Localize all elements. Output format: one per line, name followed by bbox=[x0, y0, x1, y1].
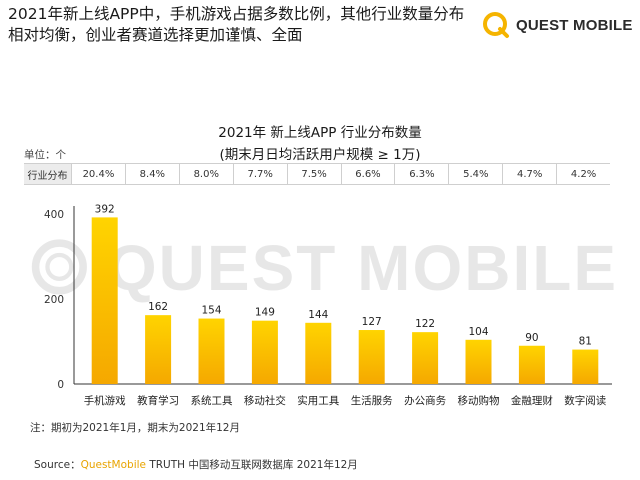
chart-title: 2021年 新上线APP 行业分布数量 bbox=[218, 125, 422, 141]
bar bbox=[305, 322, 332, 384]
unit-label: 单位：个 bbox=[24, 149, 66, 161]
bar-chart: 0 200 400 392 手机游戏 162 教育学习 154 系统工具 149 移动社交 144 实用… bbox=[44, 203, 612, 407]
headline: 2021年新上线APP中，手机游戏占据多数比例，其他行业数量分布相对均衡，创业者… bbox=[8, 5, 465, 44]
x-tick-label: 实用工具 bbox=[297, 394, 339, 407]
bar-value-label: 162 bbox=[148, 301, 168, 313]
source-text: TRUTH 中国移动互联网数据库 2021年12月 bbox=[146, 459, 358, 471]
industry-share-cell: 5.4% bbox=[449, 164, 504, 184]
industry-share-cell: 7.7% bbox=[234, 164, 288, 184]
industry-share-cell: 20.4% bbox=[72, 164, 126, 184]
bar bbox=[358, 330, 385, 384]
y-tick-label: 400 bbox=[44, 209, 64, 221]
y-tick-label: 0 bbox=[57, 379, 64, 391]
bar-value-label: 127 bbox=[362, 316, 382, 328]
bar bbox=[572, 349, 599, 384]
x-tick-label: 移动购物 bbox=[458, 394, 500, 407]
bar bbox=[251, 320, 278, 384]
x-tick-label: 生活服务 bbox=[351, 394, 393, 407]
x-tick-label: 数字阅读 bbox=[564, 394, 606, 407]
industry-share-cell: 8.4% bbox=[126, 164, 180, 184]
x-tick-label: 手机游戏 bbox=[84, 394, 126, 407]
industry-share-header: 行业分布 bbox=[24, 164, 72, 184]
bar bbox=[198, 318, 225, 384]
industry-share-cell: 8.0% bbox=[180, 164, 234, 184]
bar-value-label: 392 bbox=[95, 203, 115, 215]
industry-share-cell: 4.2% bbox=[570, 168, 597, 180]
brand-logo-text: QUEST MOBILE bbox=[516, 16, 633, 34]
industry-share-table: 行业分布 20.4% 8.4% 8.0% 7.7% 7.5% 6.6% 6.3%… bbox=[24, 163, 610, 185]
bar-value-label: 144 bbox=[308, 309, 328, 321]
bar-value-label: 104 bbox=[468, 326, 488, 338]
industry-share-cell: 7.5% bbox=[288, 164, 342, 184]
source-brand: QuestMobile bbox=[80, 459, 146, 471]
industry-share-cell: 4.7% bbox=[503, 164, 558, 184]
x-tick-label: 金融理财 bbox=[511, 394, 553, 407]
bar-value-label: 122 bbox=[415, 318, 435, 330]
bar bbox=[145, 315, 172, 384]
source-line: Source：QuestMobile TRUTH 中国移动互联网数据库 2021… bbox=[34, 457, 358, 472]
x-tick-label: 教育学习 bbox=[137, 394, 179, 407]
bar-value-label: 81 bbox=[579, 336, 592, 348]
footnote: 注：期初为2021年1月，期末为2021年12月 bbox=[30, 422, 240, 434]
industry-share-cell: 6.6% bbox=[342, 164, 396, 184]
source-prefix: Source： bbox=[34, 459, 81, 471]
bar-value-label: 90 bbox=[525, 332, 538, 344]
industry-share-cell: 6.3% bbox=[395, 164, 450, 184]
bar bbox=[91, 217, 118, 384]
bar bbox=[412, 332, 439, 384]
x-tick-label: 移动社交 bbox=[244, 394, 286, 407]
x-tick-label: 系统工具 bbox=[191, 394, 233, 407]
chart-subtitle: (期末月日均活跃用户规模 ≥ 1万) bbox=[219, 147, 421, 163]
bar-value-label: 149 bbox=[255, 307, 275, 319]
bar bbox=[465, 339, 492, 384]
bar bbox=[518, 345, 545, 384]
brand-logo: QUEST MOBILE bbox=[482, 10, 633, 40]
quest-mobile-logo-icon bbox=[483, 12, 509, 38]
x-tick-label: 办公商务 bbox=[404, 394, 446, 407]
bar-value-label: 154 bbox=[201, 305, 221, 317]
y-tick-label: 200 bbox=[44, 294, 64, 306]
